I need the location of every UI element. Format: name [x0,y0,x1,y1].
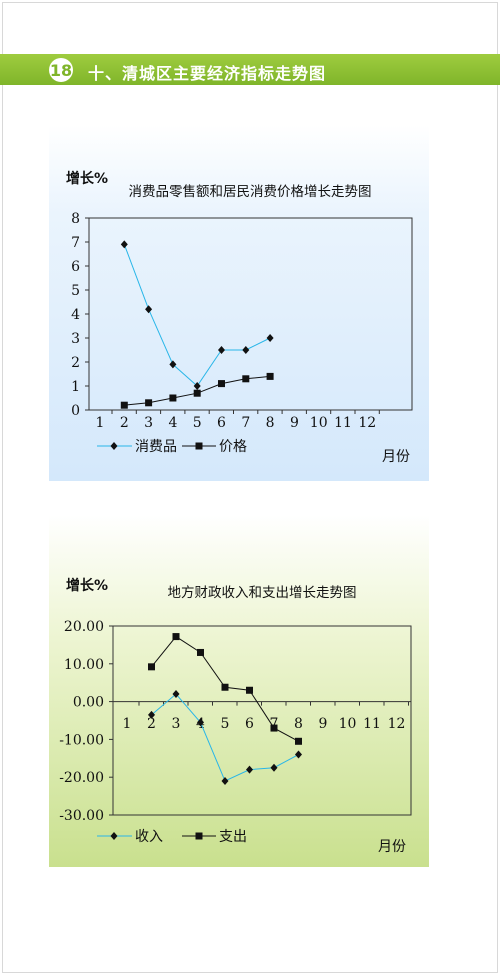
chart2-series-2-point [270,724,278,732]
chart2-ytick-label: -10.00 [59,732,104,748]
chart2-legend-label-1: 收入 [135,829,163,845]
chart2-series-1-point [197,718,204,727]
chart2-xtick-label: 10 [339,716,357,732]
chart1-xtick-label: 2 [120,415,129,431]
chart1-series-2-point [242,375,250,383]
chart2-legend-label-2: 支出 [219,829,247,845]
chart1-ytick-label: 7 [71,235,80,251]
chart1-plot-frame [88,217,413,411]
chart2-xtick-label: 2 [147,716,156,732]
chart1-series-1-point [120,240,128,249]
chart1-legend-marker-1 [110,442,118,450]
chart2-xtick-label: 6 [245,716,254,732]
chart1-xtick-label: 7 [241,415,250,431]
chart1-ytick-label: 4 [71,307,80,323]
chart2-legend-marker-2 [195,832,203,840]
chart2-xtick-label: 8 [294,716,303,732]
chart2-ytick-label: -30.00 [59,808,104,824]
header-band [0,54,500,85]
page-title: 十、清城区主要经济指标走势图 [88,64,327,83]
chart2-xtick-label: 11 [363,716,381,732]
chart2-panel [49,515,429,867]
chart1-series-2-point [145,399,153,407]
chart2-ytick-label: 0.00 [73,695,104,711]
chart1-xtick-label: 3 [144,415,153,431]
chart1-series-1-point [193,382,201,390]
chart1-title: 消费品零售额和居民消费价格增长走势图 [129,184,372,200]
chart2-series-2-point [221,683,229,691]
chart1-series-2-point [169,394,177,402]
chart2-xtick-label: 9 [319,716,328,732]
chart1-xtick-label: 1 [96,415,105,431]
chart1-ytick-label: 0 [71,403,80,419]
chart2-series-2-point [197,648,204,656]
chart2-ytick-label: 10.00 [64,657,104,673]
section-number-badge: 18 [49,58,73,82]
chart2-series-1-point [295,750,302,759]
chart2-xlabel: 月份 [378,839,406,855]
chart1-panel [49,125,429,481]
chart1-series-2-point [120,401,128,409]
chart2-xtick-label: 7 [270,716,279,732]
chart2-series-2-point [246,686,253,694]
chart2-series-2-point [148,663,155,671]
chart2-series-1-point [221,776,229,785]
chart2-title: 地方财政收入和支出增长走势图 [168,585,357,601]
chart1-series-2-point [193,389,201,397]
chart1-xtick-label: 5 [193,415,202,431]
chart2-series-1-point [270,763,278,772]
chart2-ytick-label: 20.00 [64,619,104,635]
chart1-series-1-point [266,334,274,342]
chart1-series-1-point [145,305,153,314]
chart2-xtick-label: 3 [172,716,181,732]
chart2-ylabel: 增长% [66,577,108,594]
chart1-xtick-label: 6 [217,415,226,431]
chart1-xtick-label: 11 [334,415,352,431]
chart1-xtick-label: 9 [290,415,299,431]
chart1-ytick-label: 2 [71,355,80,371]
chart1-xtick-label: 12 [358,415,376,431]
chart2-series-2-point [172,633,180,641]
chart1-xtick-label: 10 [310,415,328,431]
chart1-ytick-label: 1 [71,379,80,395]
chart2-xtick-label: 12 [388,716,406,732]
chart1-ytick-label: 8 [71,211,80,227]
chart1-series-1-point [169,360,177,369]
chart1-xlabel: 月份 [382,449,410,465]
chart2-series-1-point [148,710,155,719]
chart1-xtick-label: 4 [168,415,177,431]
chart2-series-2-point [295,737,302,745]
chart1-xtick-label: 8 [266,415,275,431]
chart1-ytick-label: 3 [71,331,80,347]
chart2-series-1-point [172,690,180,699]
chart1-ylabel: 增长% [66,170,108,187]
chart1-series-1-line [123,244,271,387]
chart1-series-1-point [218,346,225,354]
chart1-legend-marker-2 [195,442,203,450]
chart1-legend-label-2: 价格 [219,439,247,455]
chart2-plot-frame [112,625,412,816]
chart1-series-2-point [266,372,274,380]
chart2-xtick-label: 1 [123,716,132,732]
chart2-legend-marker-1 [110,832,118,840]
chart2-ytick-label: -20.00 [59,770,104,786]
chart1-ytick-label: 5 [71,283,80,299]
chart2-xtick-label: 5 [221,716,230,732]
chart1-ytick-label: 6 [71,259,80,275]
chart1-series-2-point [218,380,225,388]
chart1-series-1-point [242,346,250,354]
chart1-legend-label-1: 消费品 [135,439,177,455]
chart2-series-1-point [246,765,253,774]
